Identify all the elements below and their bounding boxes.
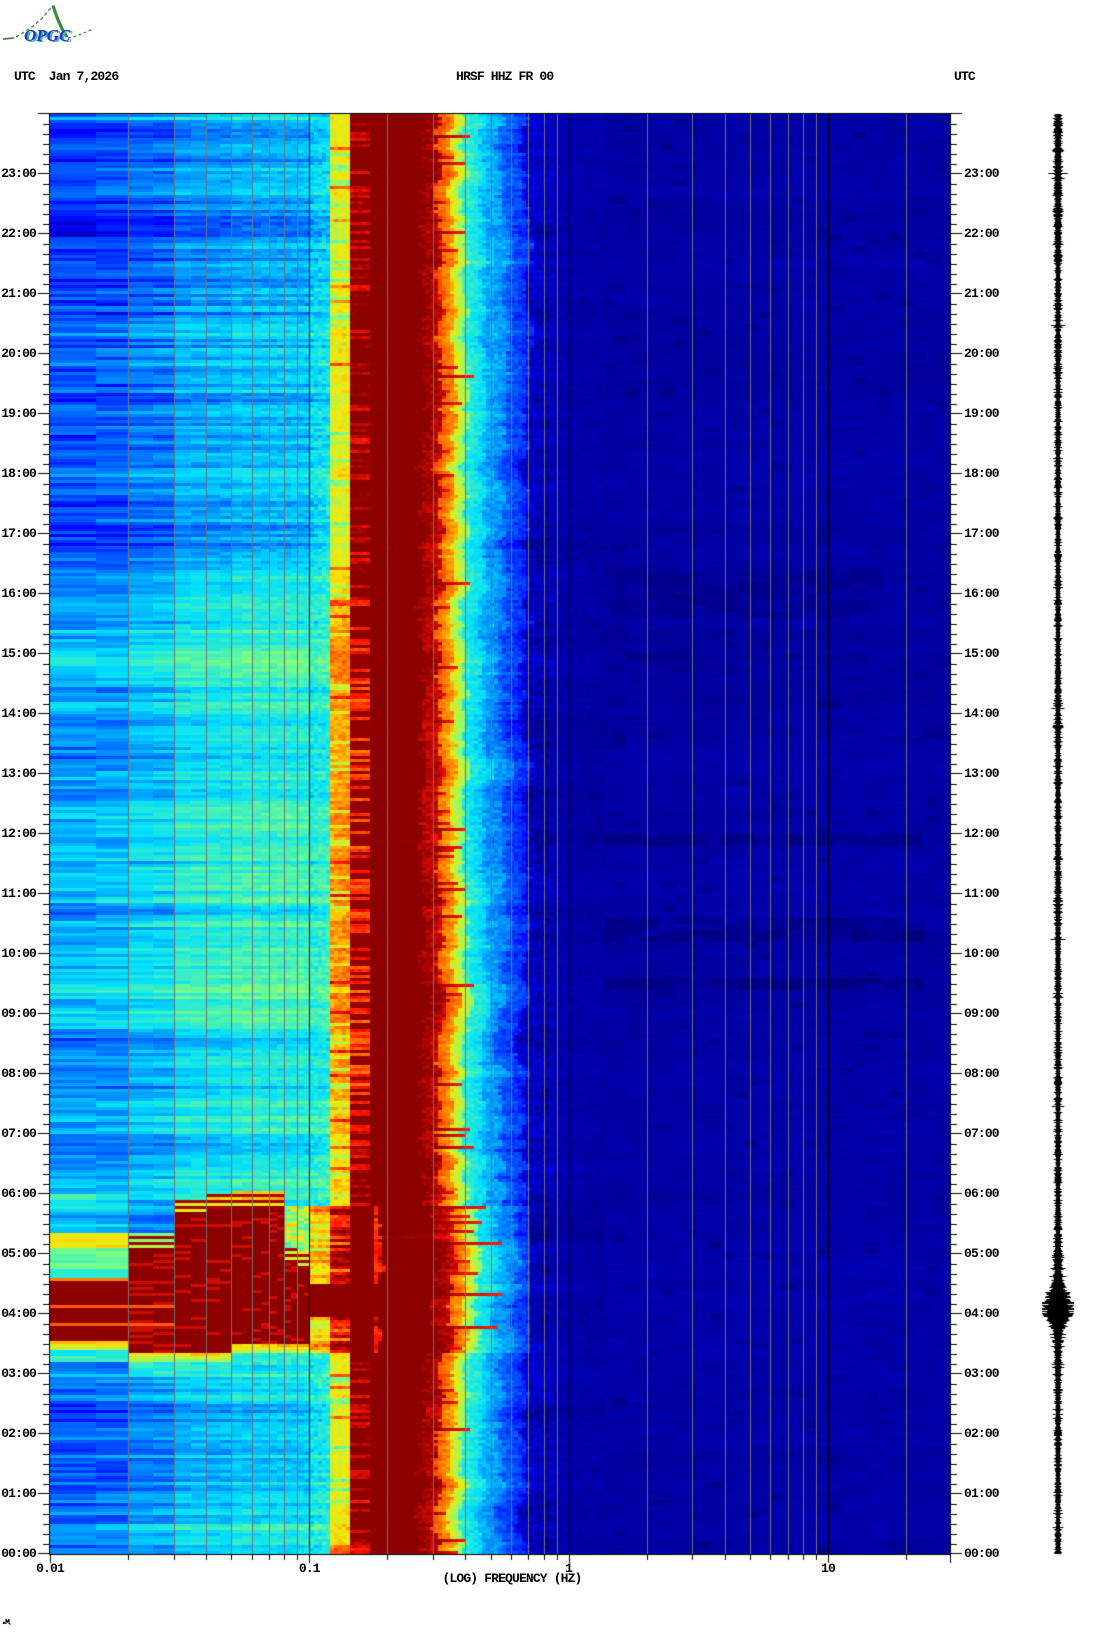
svg-text:OPGC: OPGC [26, 27, 73, 46]
svg-text:OPGC: OPGC [24, 26, 71, 45]
